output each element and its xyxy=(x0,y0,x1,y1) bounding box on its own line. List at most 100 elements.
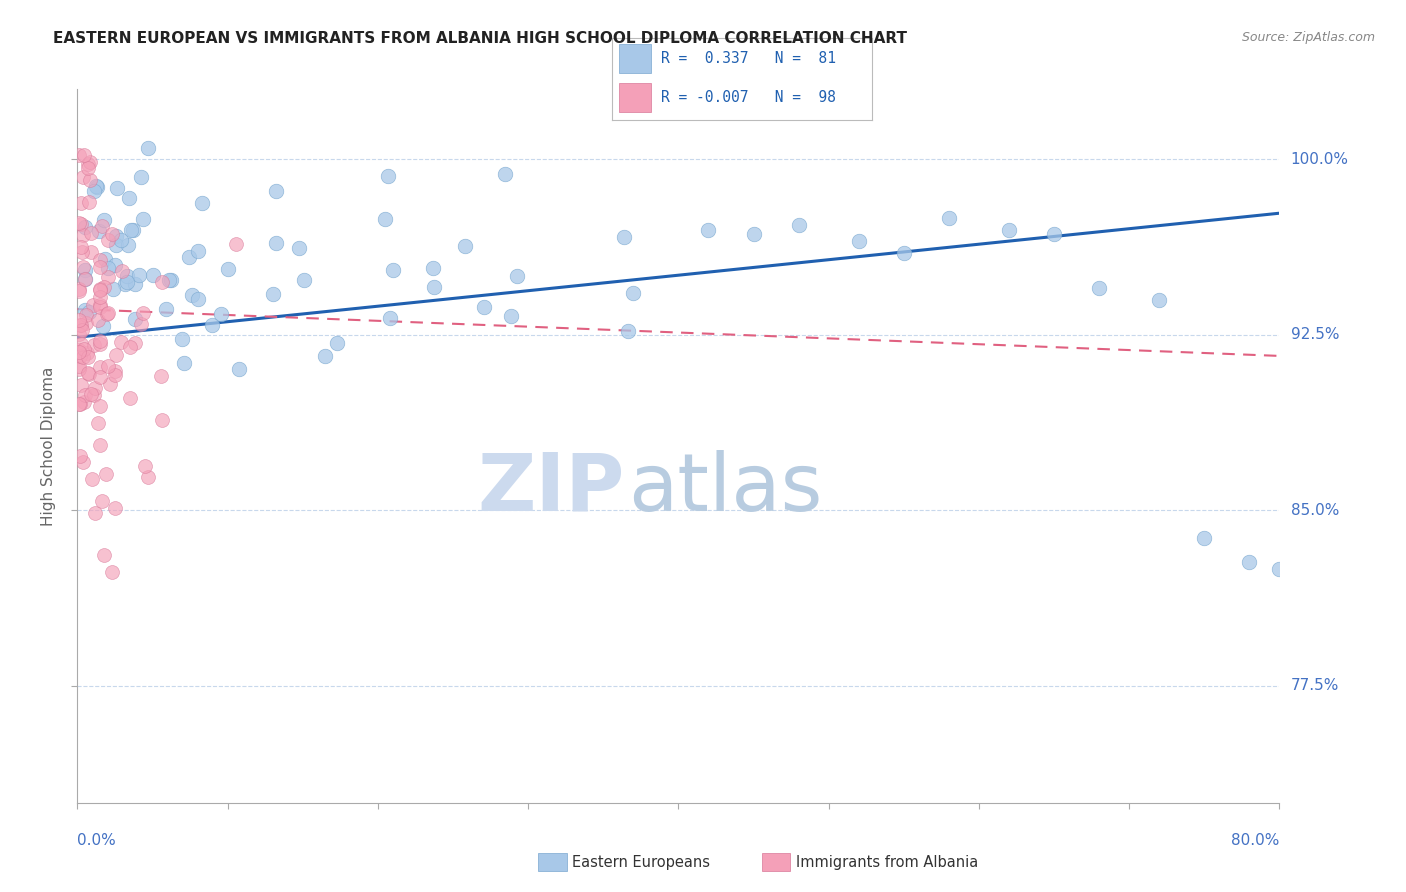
Point xyxy=(211,307,233,321)
Point xyxy=(96,233,118,247)
Point xyxy=(110,233,132,247)
Point xyxy=(97,306,120,320)
Point xyxy=(67,361,90,376)
Point xyxy=(150,413,173,427)
Point xyxy=(67,359,90,374)
Point xyxy=(177,250,200,264)
Point xyxy=(80,244,103,259)
Point xyxy=(117,237,139,252)
Point xyxy=(87,224,110,238)
Point xyxy=(97,359,120,374)
Point xyxy=(98,377,121,392)
Point xyxy=(73,387,96,401)
Point xyxy=(70,378,93,392)
Point xyxy=(132,211,155,226)
Point xyxy=(94,252,117,266)
Point xyxy=(118,191,141,205)
Point xyxy=(621,286,644,301)
Point xyxy=(77,157,100,171)
Point xyxy=(89,336,111,351)
Point xyxy=(124,311,146,326)
Point xyxy=(1268,562,1291,576)
Text: R =  0.337   N =  81: R = 0.337 N = 81 xyxy=(661,51,837,66)
Point xyxy=(128,268,150,282)
Point xyxy=(132,306,155,320)
Text: 80.0%: 80.0% xyxy=(1232,833,1279,848)
Point xyxy=(129,317,152,331)
Point xyxy=(82,298,104,312)
Point xyxy=(454,239,477,253)
Point xyxy=(150,369,173,384)
Text: ZIP: ZIP xyxy=(477,450,624,528)
Text: atlas: atlas xyxy=(628,450,823,528)
Point xyxy=(67,313,90,327)
Text: Eastern Europeans: Eastern Europeans xyxy=(572,855,710,870)
Point xyxy=(73,272,96,286)
Point xyxy=(79,195,101,210)
Point xyxy=(89,297,111,311)
Point xyxy=(103,368,125,383)
Point xyxy=(494,167,516,181)
Point xyxy=(228,362,250,376)
Point xyxy=(73,219,96,234)
Point xyxy=(77,161,100,175)
Point xyxy=(326,336,349,351)
Point xyxy=(77,368,100,382)
Point xyxy=(124,335,146,350)
Point xyxy=(155,302,177,317)
Point xyxy=(104,501,127,516)
Point xyxy=(69,397,91,411)
Point xyxy=(181,288,204,302)
Point xyxy=(115,268,138,283)
Point xyxy=(69,318,91,332)
Text: 85.0%: 85.0% xyxy=(1291,503,1339,518)
Point xyxy=(104,364,127,378)
Point xyxy=(201,318,224,333)
Point xyxy=(314,349,336,363)
Point xyxy=(96,467,118,482)
Point xyxy=(67,285,90,299)
Point xyxy=(72,455,94,469)
Point xyxy=(104,229,127,244)
Point xyxy=(77,351,100,365)
Point xyxy=(84,507,107,521)
Y-axis label: High School Diploma: High School Diploma xyxy=(41,367,56,525)
Point xyxy=(76,346,98,360)
Point xyxy=(104,258,127,272)
Point xyxy=(80,387,103,401)
Point xyxy=(70,318,93,333)
Point xyxy=(73,262,96,277)
Point xyxy=(506,269,529,284)
Point xyxy=(89,334,111,349)
Point xyxy=(191,196,214,211)
Point xyxy=(187,293,209,307)
Point xyxy=(96,307,118,321)
Point xyxy=(87,416,110,430)
Point xyxy=(83,381,105,395)
Point xyxy=(142,268,165,282)
Point xyxy=(75,316,97,330)
Point xyxy=(617,324,640,338)
Point xyxy=(73,303,96,318)
Point xyxy=(83,184,105,198)
Point xyxy=(893,246,915,260)
Point xyxy=(67,282,90,296)
Point xyxy=(122,223,145,237)
Point xyxy=(120,223,142,237)
Point xyxy=(89,438,111,452)
Point xyxy=(114,277,136,291)
Point xyxy=(103,282,125,296)
Point xyxy=(105,348,128,362)
Point xyxy=(501,309,523,323)
Point xyxy=(89,359,111,374)
Point xyxy=(262,287,284,301)
Text: 100.0%: 100.0% xyxy=(1291,152,1348,167)
Point xyxy=(70,195,93,210)
Point xyxy=(72,260,94,274)
Point xyxy=(187,244,209,258)
Point xyxy=(1149,293,1171,307)
Point xyxy=(97,269,120,284)
Text: Source: ZipAtlas.com: Source: ZipAtlas.com xyxy=(1241,31,1375,45)
Point xyxy=(104,238,127,252)
Point xyxy=(69,240,91,254)
